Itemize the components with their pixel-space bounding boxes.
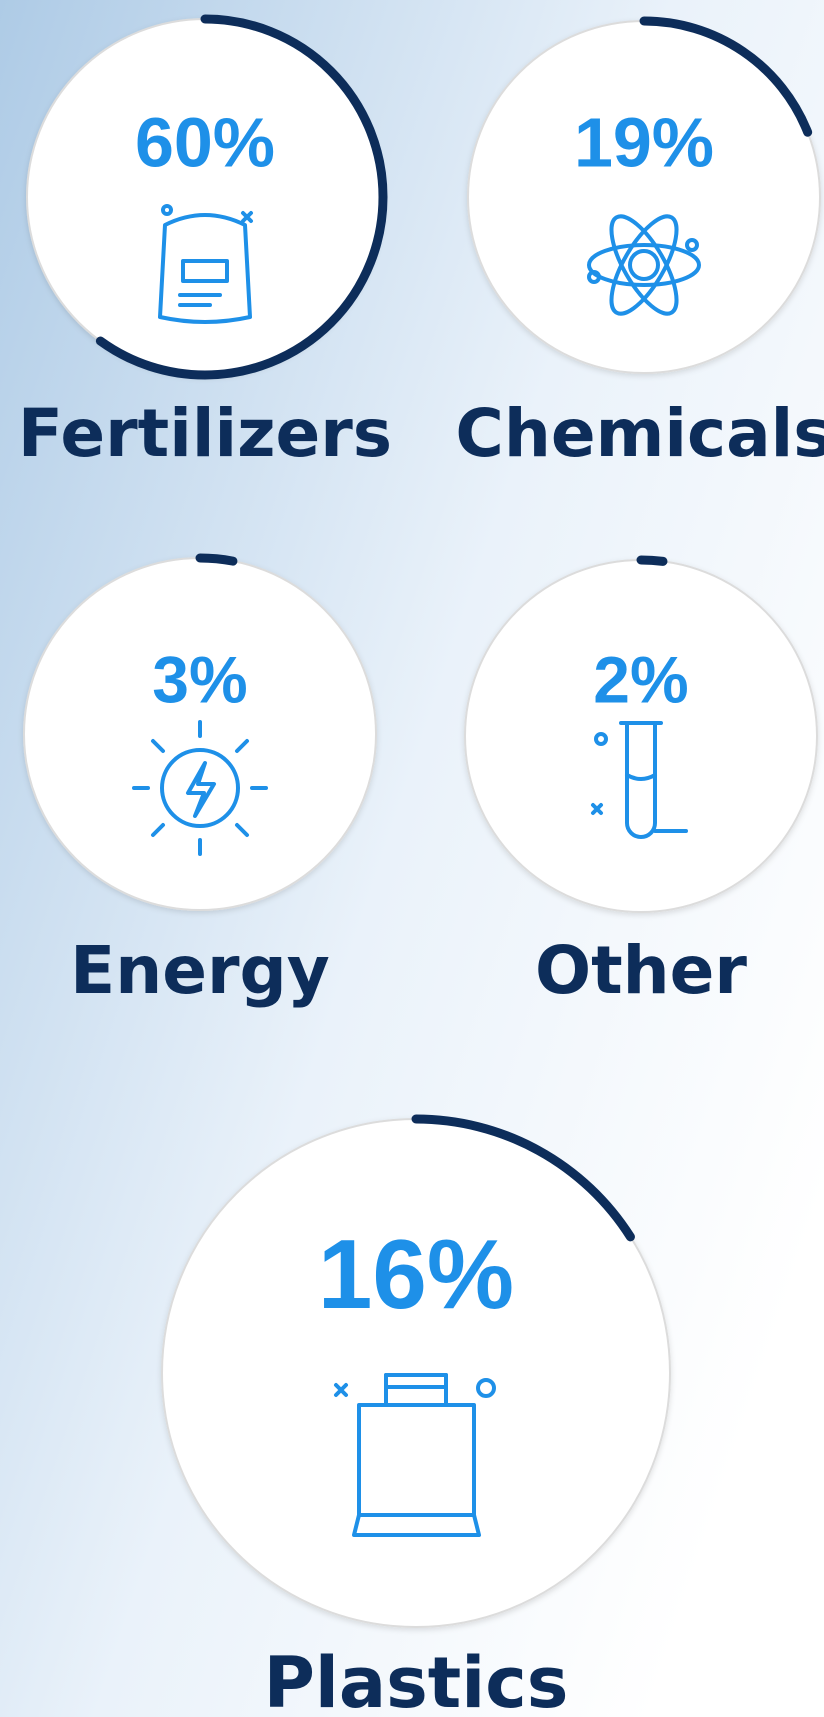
percent-label: 2% — [593, 642, 688, 716]
category-label: Chemicals — [455, 395, 824, 472]
category-label: Plastics — [264, 1642, 569, 1717]
percent-label: 19% — [574, 103, 714, 181]
fertilizer-icon — [158, 204, 253, 324]
ring-arc — [22, 14, 388, 380]
percent-label: 16% — [318, 1219, 514, 1329]
icons — [132, 204, 701, 1537]
category-label: Energy — [70, 932, 330, 1009]
ring-arc — [19, 553, 381, 915]
chemicals-icon — [587, 214, 701, 316]
ring-arc — [463, 16, 824, 378]
percent-label: 60% — [135, 103, 275, 181]
percent-label: 3% — [152, 642, 247, 716]
ring-arc — [460, 555, 822, 917]
ring-arc — [157, 1114, 675, 1632]
plastics-icon — [334, 1373, 496, 1537]
ring-face — [464, 559, 818, 913]
other-icon — [591, 721, 688, 839]
energy-icon — [132, 720, 268, 856]
category-label: Fertilizers — [18, 395, 392, 472]
category-label: Other — [535, 932, 747, 1009]
